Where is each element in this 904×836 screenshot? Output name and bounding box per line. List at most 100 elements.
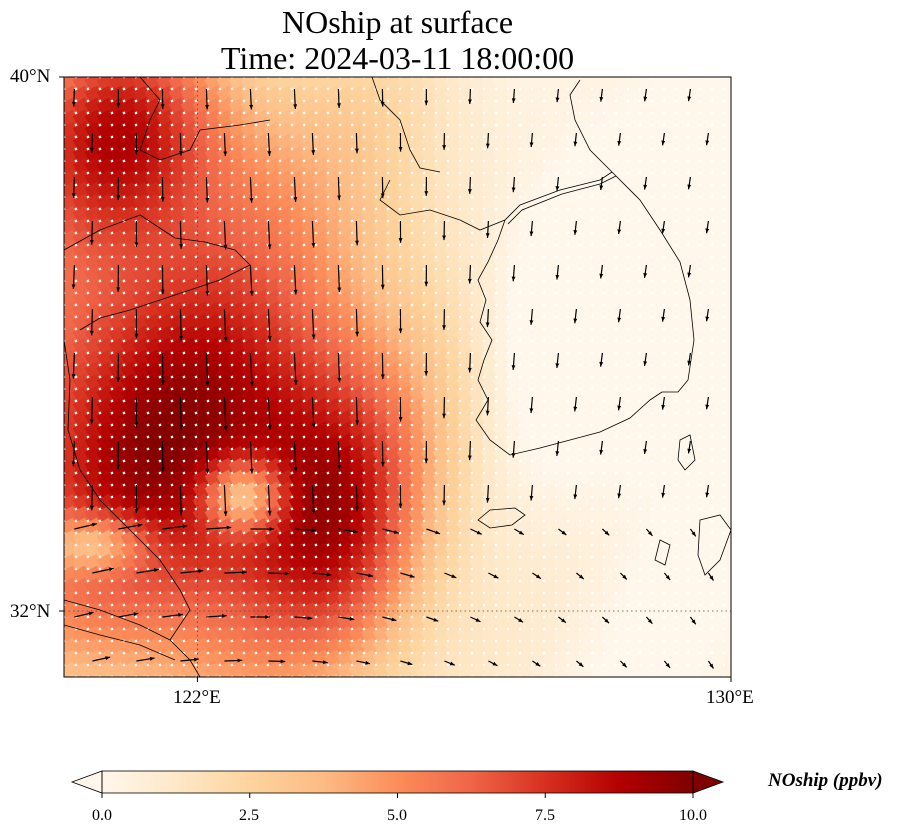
field-cell <box>733 422 751 440</box>
field-cell <box>720 386 731 405</box>
field-cell <box>733 626 751 644</box>
field-cell <box>733 98 751 116</box>
field-cell <box>720 398 731 417</box>
field-cell <box>733 326 751 344</box>
field-cell <box>733 218 751 236</box>
field-cell <box>720 542 731 561</box>
field-cell <box>733 74 751 92</box>
field-cell <box>733 170 751 188</box>
field-cell <box>720 590 731 609</box>
field-cell <box>733 470 751 488</box>
colorbar-extend-max <box>692 770 725 794</box>
field-cell <box>720 410 731 429</box>
colorbar-extend-min <box>70 770 103 794</box>
field-cell <box>720 194 731 213</box>
field-cell <box>733 542 751 560</box>
lon-tick-label: 130°E <box>706 687 754 708</box>
field-cell <box>733 374 751 392</box>
field-cell <box>733 638 751 656</box>
field-cell <box>733 578 751 596</box>
field-cell <box>720 530 731 549</box>
field-cell <box>720 122 731 141</box>
field-cell <box>733 494 751 512</box>
field-cell <box>733 518 751 536</box>
field-cell <box>720 242 731 261</box>
field-cell <box>733 314 751 332</box>
field-cell <box>733 290 751 308</box>
field-cell <box>733 182 751 200</box>
colorbar-tick-label: 7.5 <box>535 807 555 824</box>
field-cell <box>733 86 751 104</box>
field-cell <box>720 638 731 657</box>
field-cell <box>720 602 731 621</box>
field-cell <box>733 482 751 500</box>
field-cell <box>733 254 751 272</box>
field-cell <box>720 206 731 225</box>
field-cell <box>720 134 731 153</box>
field-cell <box>733 338 751 356</box>
field-cell <box>733 506 751 524</box>
field-cell <box>720 422 731 441</box>
field-cell <box>720 110 731 129</box>
colorbar-tick-label: 2.5 <box>239 807 259 824</box>
field-cell <box>720 314 731 333</box>
field-cell <box>720 98 731 117</box>
field-cell <box>733 458 751 476</box>
field-cell <box>733 158 751 176</box>
field-cell <box>720 230 731 249</box>
field-cell <box>720 566 731 585</box>
colorbar-label: NOship (ppbv) <box>768 770 883 791</box>
field-cell <box>720 374 731 393</box>
field-cell <box>720 278 731 297</box>
field-cell <box>720 182 731 201</box>
field-cell <box>733 590 751 608</box>
field-cell <box>720 458 731 477</box>
field-cell <box>720 170 731 189</box>
field-cell <box>733 350 751 368</box>
field-cell <box>720 434 731 453</box>
field-cell <box>720 362 731 381</box>
field-cell <box>733 302 751 320</box>
field-cell <box>733 146 751 164</box>
field-cell <box>733 410 751 428</box>
field-cell <box>720 86 731 105</box>
field-cell <box>733 62 751 80</box>
field-cell <box>733 446 751 464</box>
field-cell <box>733 362 751 380</box>
field-cell <box>720 446 731 465</box>
field-cell <box>733 266 751 284</box>
field-cell <box>733 194 751 212</box>
field-cell <box>733 242 751 260</box>
field-cell <box>720 338 731 357</box>
colorbar-gradient <box>102 771 693 793</box>
field-cell <box>733 614 751 632</box>
field-cell <box>733 122 751 140</box>
field-cell <box>720 158 731 177</box>
concentration-field <box>64 62 751 680</box>
field-cell <box>720 626 731 645</box>
field-cell <box>720 554 731 573</box>
field-cell <box>720 326 731 345</box>
lat-tick-label: 40°N <box>10 66 51 87</box>
field-cell <box>733 602 751 620</box>
map-title: NOship at surface <box>281 4 514 40</box>
colorbar-tick-label: 10.0 <box>679 807 707 824</box>
field-cell <box>733 662 751 680</box>
field-cell <box>720 494 731 513</box>
field-cell <box>720 578 731 597</box>
field-cell <box>733 206 751 224</box>
colorbar-tick-label: 0.0 <box>92 807 112 824</box>
colorbar <box>70 770 725 798</box>
field-cell <box>733 230 751 248</box>
field-cell <box>720 266 731 285</box>
field-cell <box>733 386 751 404</box>
field-cell <box>720 518 731 537</box>
map-subtitle-time: Time: 2024-03-11 18:00:00 <box>220 40 575 76</box>
field-cell <box>733 554 751 572</box>
colorbar-tick-label: 5.0 <box>387 807 407 824</box>
lon-tick-label: 122°E <box>173 687 221 708</box>
field-cell <box>720 146 731 165</box>
field-cell <box>720 254 731 273</box>
